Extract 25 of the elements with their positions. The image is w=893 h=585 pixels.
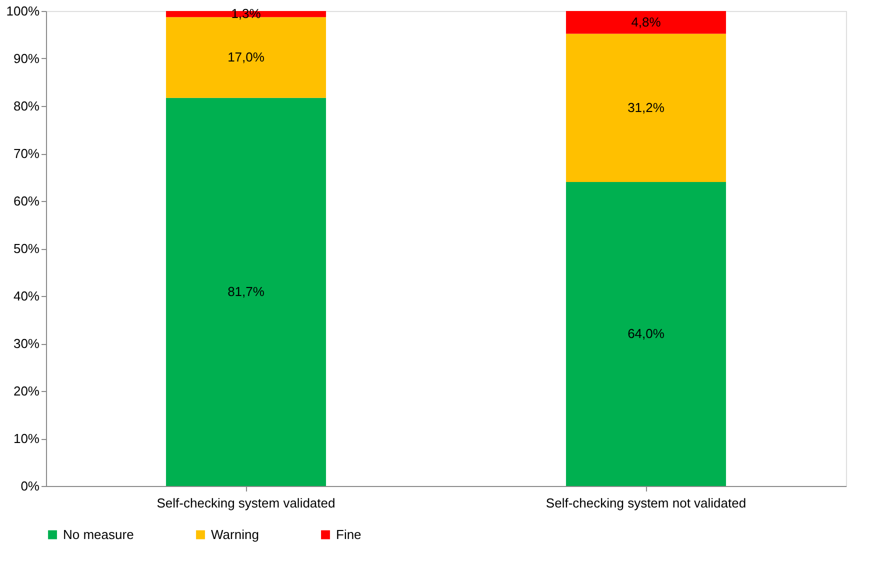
data-label: 81,7%: [228, 284, 265, 299]
legend-label: Fine: [336, 526, 362, 542]
bar: [566, 34, 726, 182]
x-tick-label: Self-checking system not validated: [546, 496, 746, 510]
y-tick-label: 90%: [13, 51, 40, 66]
y-tick-label: 80%: [13, 98, 40, 114]
y-tick-label: 100%: [6, 4, 40, 18]
data-label: 64,0%: [628, 326, 665, 341]
y-tick-label: 60%: [13, 194, 40, 208]
y-tick-label: 70%: [13, 146, 40, 161]
x-tick-label: Self-checking system validated: [156, 496, 336, 510]
bar: [566, 11, 726, 34]
bar: [166, 98, 326, 486]
y-tick-label: 50%: [13, 241, 40, 256]
data-label: 4,8%: [631, 14, 662, 30]
data-label: 31,2%: [628, 100, 665, 115]
data-label: 17,0%: [228, 50, 265, 65]
bar: [566, 182, 726, 486]
y-tick-label: 30%: [13, 336, 40, 351]
y-tick-label: 40%: [13, 288, 40, 304]
y-tick-label: 0%: [20, 478, 40, 494]
y-tick-label: 10%: [13, 431, 40, 446]
y-tick-label: 20%: [13, 384, 40, 398]
legend-label: No measure: [63, 526, 134, 542]
legend-label: Warning: [211, 526, 259, 542]
